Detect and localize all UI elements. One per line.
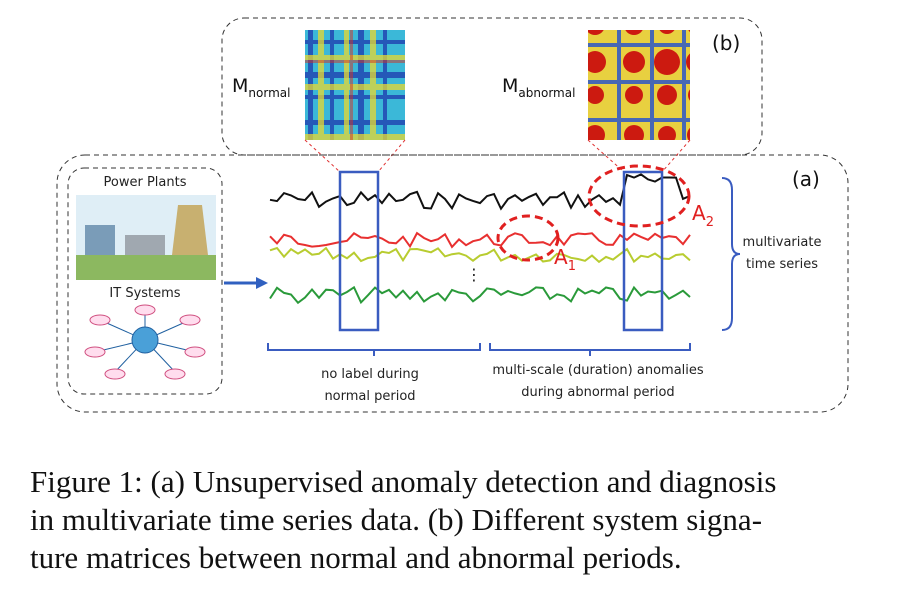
series-label: multivariate [743, 235, 822, 250]
period-label: multi-scale (duration) anomalies [492, 363, 704, 378]
panel-b-label: (b) [712, 31, 740, 55]
period-label: normal period [324, 389, 415, 404]
panel-a-label: (a) [792, 167, 820, 191]
panel-b-box [221, 17, 763, 156]
source-label: Power Plants [104, 175, 187, 190]
anomaly-circle [587, 164, 691, 228]
bracket [267, 343, 481, 356]
heatmap-abnormal [588, 30, 690, 140]
series-line [269, 173, 691, 211]
connectors [304, 139, 691, 173]
bracket [721, 177, 741, 331]
anomaly-label: A1 [554, 245, 576, 274]
anomaly-label: A2 [692, 201, 714, 230]
caption-line: in multivariate time series data. (b) Di… [30, 502, 762, 537]
power-plant-icon [76, 195, 216, 280]
arrow [224, 277, 268, 289]
matrix-label: Mnormal [232, 75, 290, 100]
period-label: during abnormal period [521, 385, 674, 400]
caption-line: ture matrices between normal and abnorma… [30, 540, 682, 575]
series-line [269, 231, 691, 249]
series-line [269, 285, 691, 305]
anomaly-circle [496, 214, 560, 262]
bracket [489, 343, 691, 356]
network-icon [84, 304, 206, 380]
window-abnormal [622, 170, 664, 332]
window-normal [338, 170, 380, 332]
series-label: time series [746, 257, 818, 272]
source-box [67, 167, 223, 395]
matrix-label: Mabnormal [502, 75, 575, 100]
gap-marker: ⋮ [466, 265, 482, 284]
series-line [269, 246, 691, 264]
period-label: no label during [321, 367, 419, 382]
caption-line: Figure 1: (a) Unsupervised anomaly detec… [30, 464, 776, 499]
panel-a-box [56, 154, 849, 413]
heatmap-normal [305, 30, 405, 140]
source-label: IT Systems [109, 286, 180, 301]
